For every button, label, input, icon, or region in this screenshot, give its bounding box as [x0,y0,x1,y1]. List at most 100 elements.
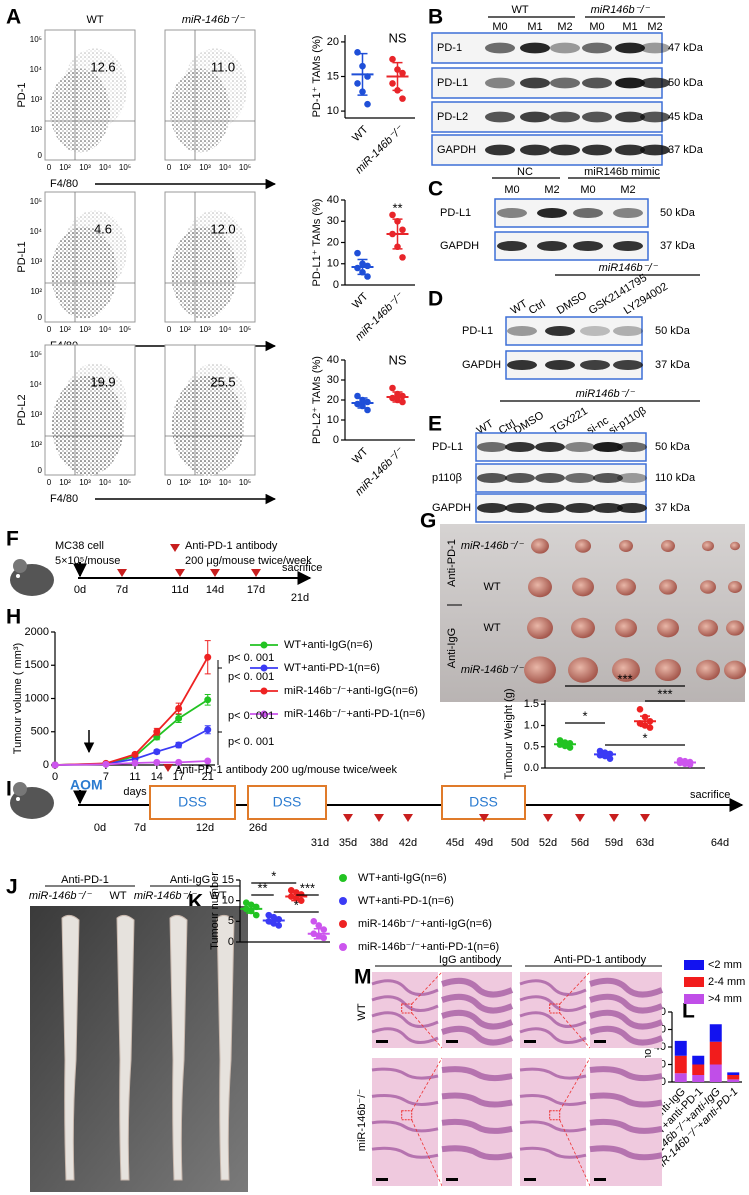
tissue-stripe [589,1009,664,1030]
significance-label: * [294,897,299,912]
flow-x-tick: 10³ [199,163,211,172]
flow-y-tick: 0 [38,466,43,475]
day-label: 17d [247,584,265,596]
panel-letter: L [682,1000,695,1023]
treatment-label: Anti-IgG [446,628,458,668]
significance-label: NS [388,30,406,45]
blot-band [613,359,643,371]
quadrant-value: 25.5 [210,374,235,389]
cell-cloud-sparse [183,210,247,291]
cell-cloud-sparse [63,363,127,444]
blot-band [505,441,535,453]
bar-segment [709,1024,722,1042]
cell-cloud-sparse [183,363,247,444]
y-tick-label: 10 [327,414,339,426]
data-point [636,706,644,713]
flow-x-tick: 0 [47,325,52,334]
injection-marker [575,814,585,822]
data-point [389,80,396,87]
zoom-box [401,1110,413,1121]
bar-segment [727,1072,740,1075]
panel-letter: I [6,778,12,801]
data-point [389,55,396,63]
panel-letter: J [6,876,18,899]
data-point [131,750,139,758]
tissue-stripe [519,979,587,996]
flow-x-tick: 10⁴ [219,163,232,172]
lane-label: M2 [620,184,635,196]
dss-box [247,785,327,820]
flow-x-tick: 10² [179,325,191,334]
zoom-line [411,1057,443,1111]
y-tick-label: 1.0 [524,719,539,731]
blot-band [535,472,565,484]
tissue-stripe [589,977,664,998]
injection-marker [117,569,127,577]
flow-y-tick: 10⁵ [30,197,42,206]
error-bar [392,61,403,92]
injection-marker [543,814,553,822]
bar-segment [692,1064,705,1075]
quadrant-value: 19.9 [90,374,115,389]
flow-x-tick: 10² [179,163,191,172]
y-tick-label: 40 [327,194,339,206]
day-label: 45d [446,837,464,849]
blot-band [485,111,515,123]
data-point [364,100,371,108]
blot-band [545,359,575,371]
injection-marker [479,814,489,822]
y-tick-label: 40 [327,354,339,366]
tumor [730,541,740,551]
legend-marker [260,687,268,695]
cell-label: MC38 cell [55,540,104,552]
lane-label: M0 [580,184,595,196]
injection-marker [374,814,384,822]
day-label: 49d [475,837,493,849]
tumor [531,538,549,554]
bar-segment [674,1055,687,1074]
group-label: NC [517,166,533,178]
tumor [724,660,746,680]
data-point [204,726,212,734]
flow-y-tick: 10² [30,125,42,134]
p-value-label: p< 0. 001 [228,710,274,722]
row-label: miR-146b⁻/⁻ [356,1089,368,1152]
error-bar [600,751,610,758]
tissue-stripe [441,1092,513,1108]
row-label: GAPDH [440,240,479,252]
significance-label: *** [657,686,672,701]
scale-bar [524,1178,536,1181]
flow-x-tick: 10³ [79,325,91,334]
group-label: miR146b mimic [584,166,660,178]
bar-segment [674,1073,687,1082]
data-point [153,758,161,766]
flow-y-tick: 10³ [30,410,42,419]
size-label: 47 kDa [668,42,704,54]
error-bar [313,928,324,940]
row-label: PD-L2 [437,111,468,123]
flow-y-tick: 10⁴ [30,65,43,74]
data-point [399,95,406,102]
size-label: 50 kDa [668,77,704,89]
flow-y-tick: 10² [30,287,42,296]
bar-segment [709,1041,722,1065]
flow-y-tick: 10² [30,440,42,449]
zoom-line [411,1119,443,1187]
zoom-box [401,1003,413,1014]
panel-letter: C [428,178,443,201]
legend-label: WT+anti-PD-1(n=6) [284,662,380,674]
tumor [612,658,640,682]
size-label: 50 kDa [655,325,691,337]
blot-band [505,472,535,484]
lane-label: M0 [492,21,507,33]
blot-band [640,42,670,54]
tissue-stripe [441,1025,514,1046]
p-value-label: p< 0. 001 [228,652,274,664]
blot-band [535,441,565,453]
flow-x-tick: 10⁵ [239,163,251,172]
blot-band [617,502,647,514]
scale-bar [446,1040,458,1043]
error-bar [392,391,403,403]
y-tick-label: 20 [327,36,339,48]
tumor [657,618,679,638]
